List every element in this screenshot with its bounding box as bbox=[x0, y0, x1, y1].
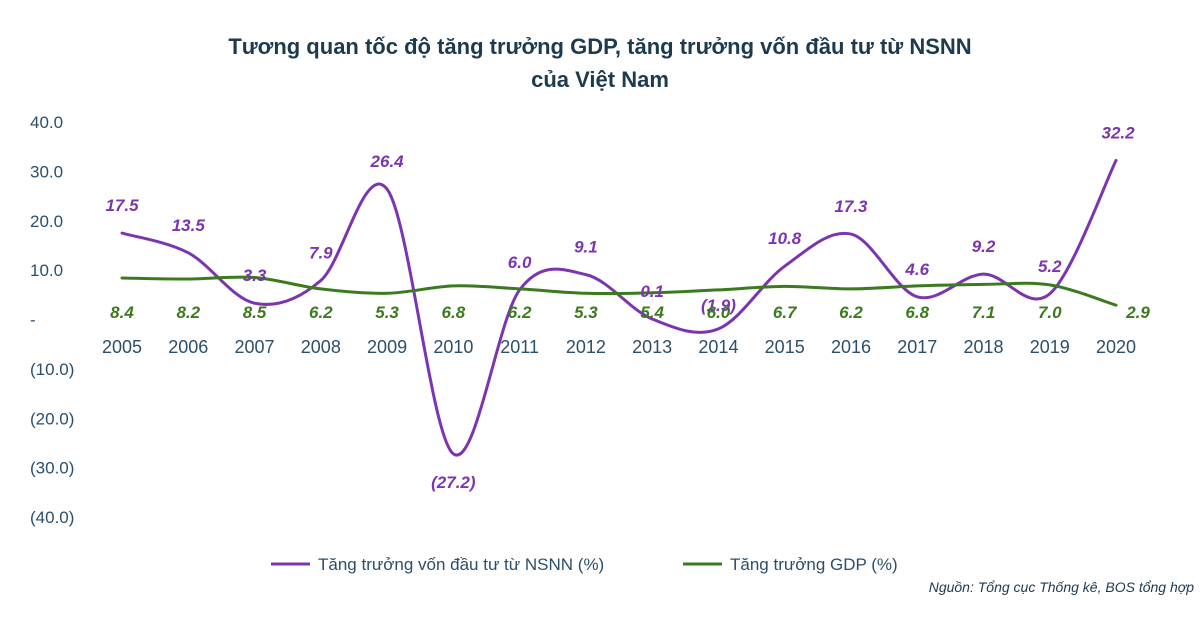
investment-data-label: (1.9) bbox=[701, 296, 736, 315]
x-tick-label: 2009 bbox=[367, 337, 407, 357]
gdp-data-label: 5.3 bbox=[375, 303, 399, 322]
chart-title-line1: Tương quan tốc độ tăng trưởng GDP, tăng … bbox=[228, 34, 972, 59]
x-tick-label: 2016 bbox=[831, 337, 871, 357]
investment-data-label: (27.2) bbox=[431, 473, 476, 492]
investment-data-label: 7.9 bbox=[309, 243, 333, 262]
chart-title: Tương quan tốc độ tăng trưởng GDP, tăng … bbox=[0, 30, 1200, 96]
y-tick-label: (10.0) bbox=[30, 360, 74, 379]
x-tick-label: 2019 bbox=[1030, 337, 1070, 357]
gdp-data-label: 7.0 bbox=[1038, 303, 1062, 322]
gdp-growth-line bbox=[120, 275, 1118, 307]
y-tick-label: - bbox=[30, 311, 36, 330]
x-tick-label: 2012 bbox=[566, 337, 606, 357]
gdp-data-label: 7.1 bbox=[972, 303, 996, 322]
gdp-data-label: 6.8 bbox=[442, 303, 466, 322]
x-tick-label: 2007 bbox=[235, 337, 275, 357]
investment-data-label: 17.5 bbox=[105, 196, 139, 215]
investment-data-label: 5.2 bbox=[1038, 257, 1062, 276]
x-tick-label: 2017 bbox=[897, 337, 937, 357]
gdp-data-label: 6.2 bbox=[839, 303, 863, 322]
gdp-data-label: 8.5 bbox=[243, 303, 267, 322]
investment-data-label: 9.2 bbox=[972, 237, 996, 256]
x-tick-label: 2020 bbox=[1096, 337, 1136, 357]
gdp-data-label: 6.7 bbox=[773, 303, 798, 322]
gdp-data-label: 6.2 bbox=[309, 303, 333, 322]
budget-investment-growth-line bbox=[120, 159, 1118, 457]
investment-data-label: 0.1 bbox=[640, 282, 664, 301]
y-tick-label: 30.0 bbox=[30, 162, 63, 181]
y-tick-label: (20.0) bbox=[30, 409, 74, 428]
investment-data-label: 4.6 bbox=[904, 260, 929, 279]
y-tick-label: 40.0 bbox=[30, 113, 63, 132]
x-tick-label: 2010 bbox=[433, 337, 473, 357]
legend-label-investment: Tăng trưởng vốn đầu tư từ NSNN (%) bbox=[318, 555, 604, 574]
investment-data-label: 32.2 bbox=[1102, 124, 1136, 143]
y-tick-label: (40.0) bbox=[30, 508, 74, 527]
investment-data-label: 3.3 bbox=[243, 266, 267, 285]
x-tick-label: 2015 bbox=[765, 337, 805, 357]
y-tick-label: (30.0) bbox=[30, 459, 74, 478]
y-tick-label: 10.0 bbox=[30, 261, 63, 280]
x-tick-label: 2018 bbox=[963, 337, 1003, 357]
x-tick-label: 2008 bbox=[301, 337, 341, 357]
gdp-data-label: 5.4 bbox=[640, 303, 664, 322]
source-note: Nguồn: Tổng cục Thống kê, BOS tổng hợp bbox=[928, 579, 1194, 595]
x-tick-label: 2006 bbox=[168, 337, 208, 357]
y-tick-label: 20.0 bbox=[30, 212, 63, 231]
gdp-data-label: 6.2 bbox=[508, 303, 532, 322]
chart-title-line2: của Việt Nam bbox=[531, 67, 669, 92]
x-tick-label: 2011 bbox=[500, 337, 539, 357]
x-tick-label: 2005 bbox=[102, 337, 142, 357]
gdp-data-label: 8.2 bbox=[176, 303, 200, 322]
investment-data-label: 9.1 bbox=[574, 238, 598, 257]
investment-data-label: 6.0 bbox=[508, 253, 532, 272]
gdp-data-label: 2.9 bbox=[1125, 303, 1150, 322]
gdp-data-label: 6.8 bbox=[905, 303, 929, 322]
gdp-data-label: 8.4 bbox=[110, 303, 134, 322]
gdp-data-label: 6.0 bbox=[707, 303, 731, 322]
x-tick-label: 2013 bbox=[632, 337, 672, 357]
investment-data-label: 10.8 bbox=[768, 229, 802, 248]
investment-data-label: 26.4 bbox=[370, 152, 405, 171]
investment-data-label: 17.3 bbox=[834, 197, 868, 216]
gdp-data-label: 5.3 bbox=[574, 303, 598, 322]
legend-label-gdp: Tăng trưởng GDP (%) bbox=[730, 555, 898, 574]
x-tick-label: 2014 bbox=[698, 337, 738, 357]
investment-data-label: 13.5 bbox=[172, 216, 206, 235]
